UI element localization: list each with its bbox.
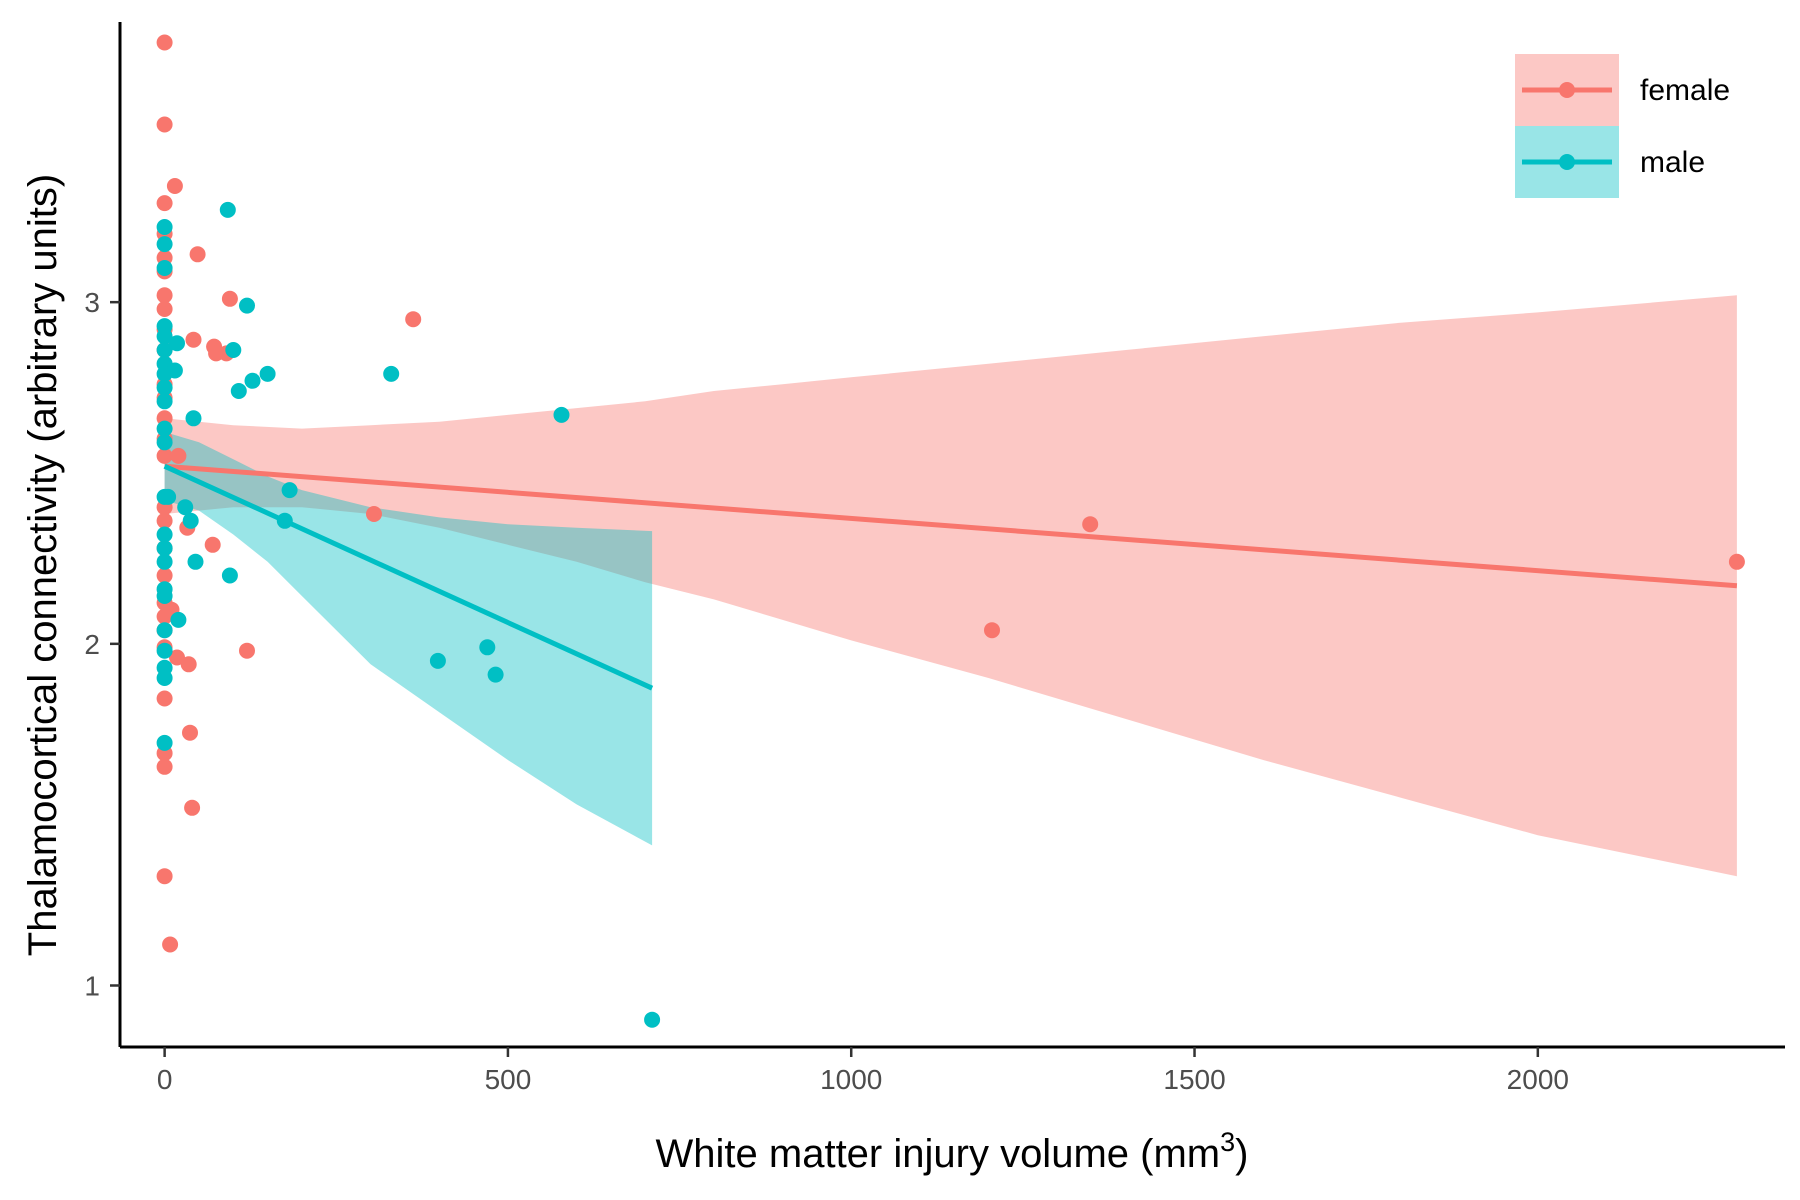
- point-male-29: [185, 410, 202, 427]
- x-axis-title-superscript: 3: [1220, 1127, 1235, 1157]
- point-male-23: [160, 488, 177, 505]
- point-female-33: [180, 656, 197, 673]
- point-male-15: [156, 553, 173, 570]
- point-male-36: [244, 372, 261, 389]
- point-female-35: [184, 799, 201, 816]
- point-male-41: [429, 652, 446, 669]
- legend-key-point-male: [1559, 154, 1575, 170]
- point-male-30: [187, 553, 204, 570]
- point-male-2: [156, 260, 173, 276]
- point-male-25: [169, 335, 185, 352]
- point-female-14: [156, 447, 173, 464]
- point-female-45: [405, 311, 422, 328]
- confidence-bands: [164, 295, 1737, 877]
- fit-line-female: [164, 463, 1738, 589]
- x-tick-label-2: 1000: [820, 1064, 882, 1095]
- point-male-43: [487, 666, 504, 683]
- point-male-18: [156, 622, 173, 639]
- point-male-31: [219, 201, 236, 218]
- x-axis-title: White matter injury volume (mm3): [656, 1127, 1249, 1176]
- point-female-37: [189, 246, 206, 263]
- point-female-31: [170, 447, 187, 464]
- point-male-42: [479, 639, 496, 656]
- confidence-band-male: [164, 432, 653, 846]
- point-female-16: [156, 512, 173, 529]
- legend-label-female: female: [1640, 74, 1730, 107]
- point-female-42: [221, 290, 238, 307]
- point-female-44: [366, 506, 382, 522]
- point-male-8: [156, 379, 173, 396]
- x-axis-title-text: White matter injury volume (mm: [656, 1132, 1221, 1176]
- point-female-6: [156, 287, 173, 304]
- fit-line-male: [163, 463, 654, 691]
- point-male-11: [156, 434, 173, 451]
- point-female-0: [156, 34, 173, 51]
- point-female-47: [1082, 516, 1099, 533]
- point-male-33: [225, 342, 242, 358]
- point-male-44: [553, 406, 570, 423]
- point-male-28: [182, 512, 199, 529]
- point-male-1: [156, 236, 173, 253]
- point-male-0: [156, 219, 173, 235]
- point-male-24: [166, 362, 183, 379]
- y-tick-label-0: 1: [84, 971, 100, 1002]
- point-female-34: [182, 724, 198, 741]
- point-male-22: [156, 734, 173, 751]
- x-tick-label-3: 1500: [1163, 1064, 1225, 1095]
- y-ticks: 1 2 3: [84, 287, 120, 1002]
- x-tick-label-4: 2000: [1507, 1064, 1569, 1095]
- point-male-35: [239, 297, 255, 314]
- confidence-band-female: [164, 295, 1737, 877]
- x-axis-title-end: ): [1235, 1132, 1248, 1176]
- point-female-1: [156, 116, 173, 133]
- point-female-29: [166, 178, 183, 194]
- point-female-18: [156, 567, 173, 584]
- point-male-17: [156, 588, 173, 604]
- point-female-48: [1728, 553, 1745, 570]
- point-female-43: [239, 642, 255, 659]
- point-male-27: [177, 499, 194, 516]
- point-male-19: [156, 642, 173, 659]
- point-female-2: [156, 195, 173, 212]
- point-female-26: [156, 868, 173, 885]
- legend-label-male: male: [1640, 146, 1705, 179]
- scatter-points: [156, 34, 1745, 1028]
- point-male-26: [170, 611, 187, 628]
- point-female-25: [156, 758, 173, 775]
- point-male-4: [156, 328, 173, 345]
- y-axis-title: Thalamocortical connectivity (arbitrary …: [21, 174, 65, 956]
- y-tick-label-2: 3: [84, 287, 100, 318]
- x-tick-label-0: 0: [157, 1064, 173, 1095]
- point-male-21: [156, 670, 173, 686]
- fit-lines: [163, 463, 1738, 691]
- point-male-37: [259, 365, 276, 382]
- legend-key-point-female: [1559, 82, 1575, 98]
- point-female-36: [185, 331, 202, 348]
- point-male-10: [156, 420, 173, 437]
- point-female-38: [204, 536, 221, 553]
- point-male-14: [156, 540, 173, 557]
- point-female-7: [156, 301, 173, 317]
- point-male-45: [644, 1011, 661, 1028]
- legend: female male: [1515, 54, 1730, 198]
- point-male-9: [156, 393, 173, 410]
- point-female-23: [156, 690, 173, 707]
- axes: [118, 22, 1785, 1049]
- y-tick-label-1: 2: [84, 629, 100, 660]
- point-male-40: [383, 365, 400, 382]
- point-male-5: [156, 342, 173, 358]
- point-female-46: [984, 622, 1000, 639]
- point-male-39: [281, 482, 298, 499]
- x-ticks: 0 500 1000 1500 2000: [157, 1047, 1569, 1095]
- point-female-30: [169, 649, 185, 666]
- x-tick-label-1: 500: [485, 1064, 532, 1095]
- point-male-34: [230, 383, 247, 399]
- point-male-13: [156, 526, 173, 543]
- point-male-32: [221, 567, 238, 584]
- point-female-27: [162, 936, 179, 953]
